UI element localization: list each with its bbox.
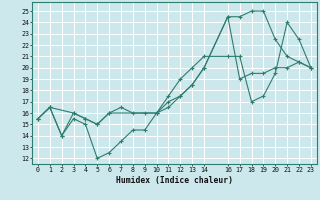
X-axis label: Humidex (Indice chaleur): Humidex (Indice chaleur)	[116, 176, 233, 185]
